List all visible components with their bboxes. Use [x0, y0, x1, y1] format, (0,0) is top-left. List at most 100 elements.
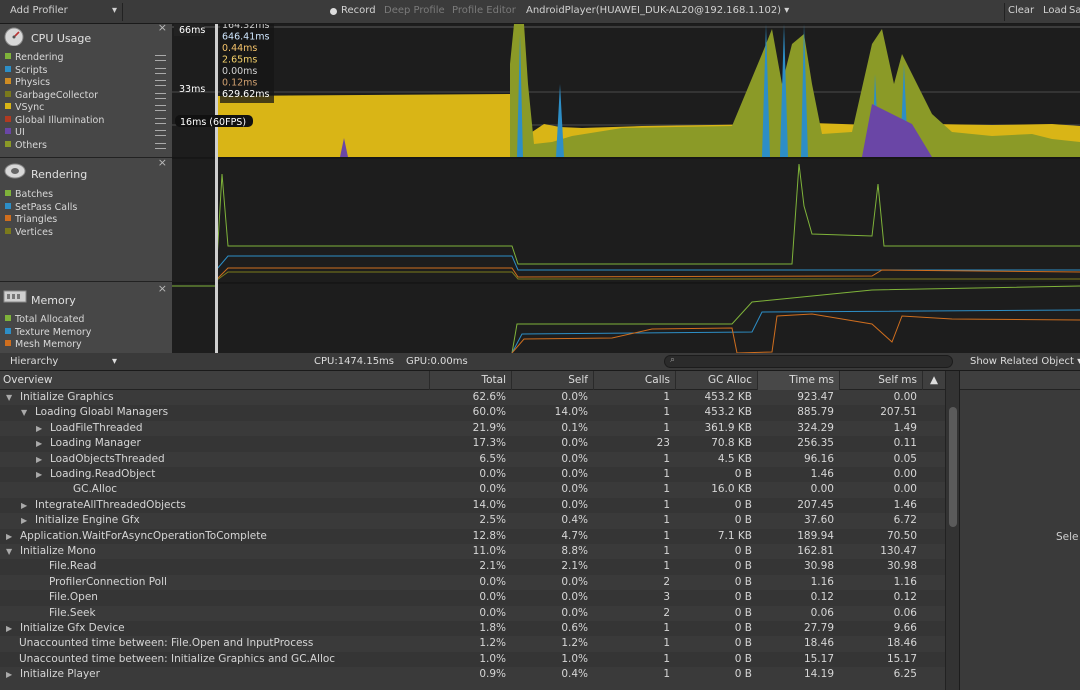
expand-right-icon[interactable]: ▶	[36, 423, 43, 433]
table-row[interactable]: ▶ IntegrateAllThreadedObjects 14.0% 0.0% 1 0 …	[0, 497, 945, 514]
cell-gc: 0 B	[734, 468, 752, 480]
col-self-ms[interactable]: Self ms	[839, 371, 922, 390]
cell-total: 17.3%	[472, 437, 506, 450]
save-button[interactable]: Save	[1069, 5, 1080, 16]
scrollbar-thumb[interactable]	[949, 407, 957, 527]
table-row[interactable]: Unaccounted time between: File.Open and …	[0, 636, 945, 651]
legend-item[interactable]: Others	[5, 140, 47, 151]
expand-right-icon[interactable]: ▶	[21, 500, 28, 510]
col-self[interactable]: Self	[511, 371, 593, 390]
legend-item[interactable]: Rendering	[5, 52, 64, 63]
col-total[interactable]: Total	[429, 371, 511, 390]
cell-selfms: 0.06	[893, 606, 917, 619]
legend-item[interactable]: VSync	[5, 102, 44, 113]
drag-handle-icon[interactable]	[155, 105, 166, 111]
table-row[interactable]: ▶ Loading Manager 17.3% 0.0% 23 70.8 KB 256.35…	[0, 436, 945, 452]
col-calls[interactable]: Calls	[593, 371, 675, 390]
table-row[interactable]: ▼ Initialize Mono 11.0% 8.8% 1 0 B 162.81 130.4…	[0, 544, 945, 559]
close-icon[interactable]: ×	[157, 156, 167, 169]
connected-player-dropdown[interactable]: AndroidPlayer(HUAWEI_DUK-AL20@192.168.1.…	[526, 5, 789, 16]
load-button[interactable]: Load	[1043, 5, 1067, 16]
cell-calls: 1	[663, 545, 670, 557]
close-icon[interactable]: ×	[157, 282, 167, 295]
table-row[interactable]: ▼ Initialize Graphics 62.6% 0.0% 1 453.2 KB 92…	[0, 390, 945, 405]
row-name: Unaccounted time between: File.Open and …	[19, 637, 314, 650]
profiler-timeline-graph[interactable]: 66ms 33ms 16ms (60FPS) 164.32ms646.41ms0…	[172, 24, 1080, 353]
drag-handle-icon[interactable]	[155, 80, 166, 86]
drag-handle-icon[interactable]	[155, 142, 166, 149]
hierarchy-table: Overview Total Self Calls GC Alloc Time …	[0, 371, 945, 690]
table-row[interactable]: ▶ Initialize Player 0.9% 0.4% 1 0 B 14.19 6.25	[0, 667, 945, 682]
expand-right-icon[interactable]: ▶	[21, 516, 28, 526]
drag-handle-icon[interactable]	[155, 67, 166, 74]
legend-item[interactable]: Triangles	[5, 214, 57, 225]
table-row[interactable]: ▶ Application.WaitForAsyncOperationToComp…	[0, 528, 945, 544]
profile-editor-button[interactable]: Profile Editor	[452, 5, 516, 16]
deep-profile-button[interactable]: Deep Profile	[384, 5, 445, 16]
table-row[interactable]: ▶ Initialize Gfx Device 1.8% 0.6% 1 0 B 27.79 9…	[0, 621, 945, 637]
expand-right-icon[interactable]: ▶	[36, 439, 43, 449]
selected-frame-marker[interactable]	[215, 24, 218, 353]
close-icon[interactable]: ×	[157, 21, 167, 34]
expand-right-icon[interactable]: ▶	[6, 670, 13, 680]
clear-button[interactable]: Clear	[1008, 5, 1035, 16]
legend-item[interactable]: Total Allocated	[5, 314, 84, 325]
search-input[interactable]: ⌕	[664, 355, 953, 368]
rendering-graph-area[interactable]	[172, 158, 1080, 282]
legend-item[interactable]: Batches	[5, 189, 53, 200]
expand-down-icon[interactable]: ▼	[21, 408, 28, 418]
tooltip-value: 0.00ms	[222, 66, 257, 77]
related-objects-header	[960, 371, 1080, 390]
table-row[interactable]: ▼ Loading Gloabl Managers 60.0% 14.0% 1 453.2…	[0, 405, 945, 421]
expand-right-icon[interactable]: ▶	[6, 531, 13, 541]
drag-handle-icon[interactable]	[155, 92, 166, 99]
legend-item[interactable]: UI	[5, 127, 25, 138]
table-row[interactable]: File.Read 2.1% 2.1% 1 0 B 30.98 30.98	[0, 559, 945, 575]
expand-down-icon[interactable]: ▼	[6, 393, 13, 402]
hierarchy-view-dropdown[interactable]: Hierarchy	[10, 356, 59, 367]
record-button[interactable]: Record	[341, 5, 376, 16]
show-related-object-dropdown[interactable]: Show Related Object ▾	[970, 356, 1080, 367]
table-row[interactable]: Unaccounted time between: Initialize Gra…	[0, 651, 945, 668]
expand-right-icon[interactable]: ▶	[36, 454, 43, 464]
legend-item[interactable]: Scripts	[5, 65, 48, 76]
others-area	[510, 24, 1080, 157]
table-row[interactable]: ▶ LoadFileThreaded 21.9% 0.1% 1 361.9 KB 324.2…	[0, 421, 945, 436]
legend-item[interactable]: Physics	[5, 77, 50, 88]
drag-handle-icon[interactable]	[155, 130, 166, 136]
cell-time: 1.16	[810, 575, 834, 588]
table-row[interactable]: ▶ Loading.ReadObject 0.0% 0.0% 1 0 B 1.46 0.00	[0, 467, 945, 483]
cell-total: 0.0%	[479, 591, 506, 604]
sort-arrow-icon[interactable]: ▲	[922, 371, 945, 390]
table-row[interactable]: ▶ Initialize Engine Gfx 2.5% 0.4% 1 0 B 37.60 6…	[0, 513, 945, 528]
legend-item[interactable]: Mesh Memory	[5, 339, 82, 350]
memory-graph-area[interactable]	[172, 283, 1080, 353]
row-name: Application.WaitForAsyncOperationToCompl…	[20, 529, 267, 542]
cell-calls: 2	[663, 575, 670, 588]
col-overview[interactable]: Overview	[3, 374, 53, 386]
drag-handle-icon[interactable]	[155, 117, 166, 124]
cpu-usage-icon	[4, 27, 24, 46]
expand-down-icon[interactable]: ▼	[6, 547, 13, 556]
table-row[interactable]: File.Open 0.0% 0.0% 3 0 B 0.12 0.12	[0, 590, 945, 606]
legend-item[interactable]: Global Illumination	[5, 115, 104, 126]
table-scrollbar[interactable]	[945, 371, 959, 690]
table-row[interactable]: GC.Alloc 0.0% 0.0% 1 16.0 KB 0.00 0.00	[0, 482, 945, 497]
col-time-ms[interactable]: Time ms	[757, 371, 839, 390]
expand-right-icon[interactable]: ▶	[36, 470, 43, 479]
memory-module[interactable]: Memory × Total Allocated Texture Memory Me…	[0, 282, 172, 353]
table-row[interactable]: ProfilerConnection Poll 0.0% 0.0% 2 0 B 1.16 1…	[0, 575, 945, 590]
drag-handle-icon[interactable]	[155, 55, 166, 61]
expand-right-icon[interactable]: ▶	[6, 624, 13, 633]
col-gc-alloc[interactable]: GC Alloc	[675, 371, 757, 390]
legend-item[interactable]: SetPass Calls	[5, 202, 77, 213]
table-row[interactable]: ▶ LoadObjectsThreaded 6.5% 0.0% 1 4.5 KB 96.16…	[0, 452, 945, 467]
legend-item[interactable]: GarbageCollector	[5, 90, 98, 101]
legend-label: Total Allocated	[15, 314, 85, 325]
table-row[interactable]: File.Seek 0.0% 0.0% 2 0 B 0.06 0.06	[0, 606, 945, 621]
legend-item[interactable]: Vertices	[5, 227, 53, 238]
legend-item[interactable]: Texture Memory	[5, 327, 91, 338]
add-profiler-dropdown[interactable]: Add Profiler	[10, 5, 68, 16]
rendering-module[interactable]: Rendering × Batches SetPass Calls Triangle…	[0, 156, 172, 282]
cpu-usage-module[interactable]: CPU Usage × Rendering Scripts Physics Garba…	[0, 21, 172, 158]
